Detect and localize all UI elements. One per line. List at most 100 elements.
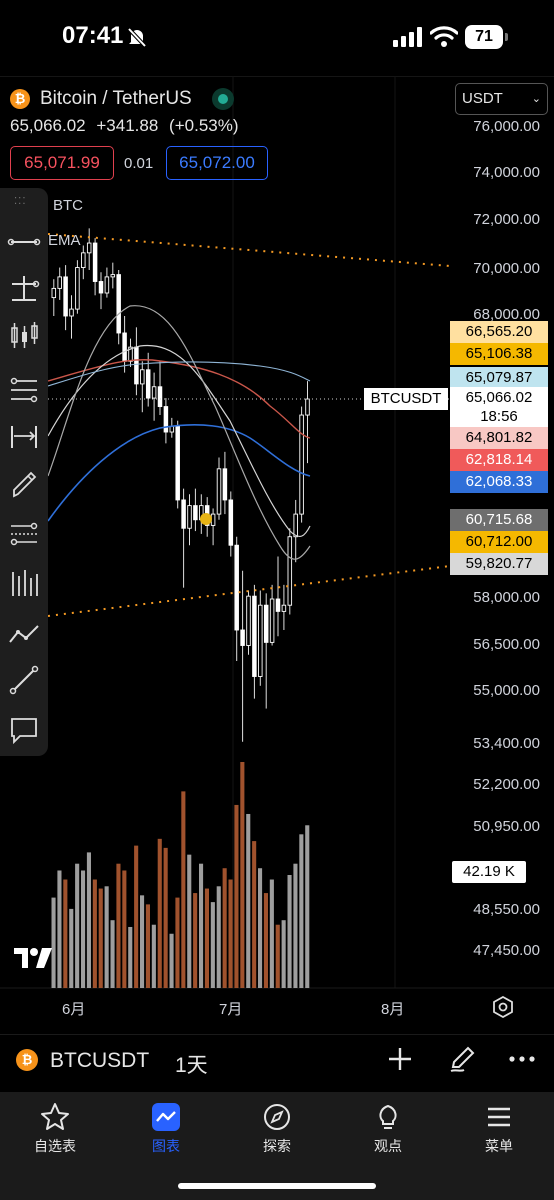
candle [116, 274, 121, 334]
price-axis-label: 56,500.00 [473, 636, 540, 653]
volume-bar [86, 852, 91, 988]
crosshair-tool-icon[interactable] [6, 224, 42, 260]
bell-muted-icon [127, 27, 147, 48]
volume-bar [287, 875, 292, 988]
nav-ideas[interactable]: 观点 [343, 1102, 433, 1156]
bitcoin-icon: ₿ [10, 89, 30, 109]
price-axis-label: 58,000.00 [473, 589, 540, 606]
time-axis-label: 8月 [381, 1001, 405, 1018]
volume-bar [169, 933, 174, 988]
symbol-title[interactable]: Bitcoin / TetherUS [40, 88, 192, 109]
more-icon[interactable] [508, 1045, 536, 1073]
last-price: 65,066.02 [10, 116, 86, 135]
price-axis-label: 74,000.00 [473, 164, 540, 181]
volume-bar [269, 879, 274, 988]
nav-chart[interactable]: 图表 [121, 1102, 211, 1156]
legend-symbol[interactable]: BTC [53, 197, 83, 214]
nav-menu[interactable]: 菜单 [454, 1102, 544, 1156]
measure-tool-icon[interactable] [6, 418, 42, 454]
volume-tag: 42.19 K [452, 861, 526, 883]
candle [263, 604, 269, 643]
comment-tool-icon[interactable] [6, 712, 42, 748]
candles-tool-icon[interactable] [6, 318, 42, 354]
candle [81, 252, 86, 269]
pattern-tool-icon[interactable] [6, 516, 42, 552]
volume-bar [240, 762, 245, 988]
volume-bar [234, 804, 239, 988]
time-axis-label: 6月 [62, 1001, 86, 1018]
add-icon[interactable] [386, 1045, 414, 1073]
volume-bar [81, 870, 86, 988]
last-price-tag: 65,066.02 [450, 387, 548, 409]
volume-bar [63, 879, 68, 988]
nav-explore[interactable]: 探索 [232, 1102, 322, 1156]
price-summary: 65,066.02 +341.88 (+0.53%) [10, 116, 245, 136]
volume-bar [98, 888, 103, 988]
volume-bar [69, 908, 74, 988]
path-tool-icon[interactable] [6, 616, 42, 652]
candle [92, 242, 98, 282]
tradingview-logo-icon [14, 948, 52, 968]
price-axis-label: 48,550.00 [473, 901, 540, 918]
price-axis-label: 53,400.00 [473, 735, 540, 752]
price-axis-label: 55,000.00 [473, 682, 540, 699]
time-axis-label: 7月 [219, 1001, 243, 1018]
volume-bar [140, 895, 145, 988]
star-icon [41, 1103, 69, 1130]
price-change-pct: (+0.53%) [169, 116, 239, 135]
volume-bar [157, 838, 162, 988]
chart-settings-icon[interactable] [492, 996, 514, 1018]
volume-bar [104, 886, 109, 988]
volume-profile-tool-icon[interactable] [6, 566, 42, 602]
drawing-toolbar: ⁚⁚⁚ [0, 188, 48, 756]
currency-select[interactable]: USDT ⌄ [455, 83, 548, 115]
nav-watchlist[interactable]: 自选表 [10, 1102, 100, 1156]
lightbulb-icon [379, 1104, 397, 1129]
candle [287, 536, 293, 606]
price-axis-label: 72,000.00 [473, 211, 540, 228]
volume-bar [222, 868, 227, 988]
price-chart[interactable] [0, 76, 554, 1088]
ema-red-line [47, 359, 311, 439]
volume-bar [163, 847, 168, 988]
volume-bar [263, 893, 268, 988]
symbol-header[interactable]: ₿ Bitcoin / TetherUS [10, 86, 234, 112]
symbol-button[interactable]: BTCUSDT [50, 1049, 150, 1072]
price-axis-label: 68,000.00 [473, 306, 540, 323]
price-axis-label: 50,950.00 [473, 818, 540, 835]
price-axis-label: 70,000.00 [473, 260, 540, 277]
fib-tool-icon[interactable] [6, 372, 42, 408]
volume-bar [199, 863, 204, 988]
drawing-pen-icon[interactable] [448, 1045, 476, 1073]
sell-button[interactable]: 65,071.99 [10, 146, 114, 180]
trendline-tool-icon[interactable] [6, 662, 42, 698]
volume-bar [275, 924, 280, 988]
chart-icon [152, 1103, 180, 1131]
buy-button[interactable]: 65,072.00 [166, 146, 268, 180]
candle [193, 505, 198, 521]
volume-bar [246, 813, 251, 988]
legend-indicator[interactable]: EMA [48, 232, 81, 249]
chart-area[interactable]: ₿ Bitcoin / TetherUS USDT ⌄ 65,066.02 +3… [0, 76, 554, 1088]
price-tag: 60,715.68 [450, 509, 548, 531]
candle [75, 267, 80, 310]
drag-handle-icon[interactable]: ⁚⁚⁚ [14, 196, 27, 207]
volume-bar [293, 863, 298, 988]
interval-button[interactable]: 1天 [175, 1054, 208, 1077]
candle [293, 513, 298, 538]
price-axis-label: 47,450.00 [473, 942, 540, 959]
volume-bar [210, 902, 215, 988]
volume-bar [181, 791, 186, 988]
nav-label: 观点 [374, 1138, 402, 1154]
horizontal-ray-tool-icon[interactable] [6, 270, 42, 306]
candle [128, 346, 133, 362]
price-tag: 65,106.38 [450, 343, 548, 365]
brush-tool-icon[interactable] [6, 466, 42, 502]
ma-light-line [47, 361, 311, 387]
nav-label: 菜单 [485, 1138, 513, 1154]
volume-bar [128, 926, 133, 988]
candle [258, 604, 263, 677]
candle [169, 425, 175, 433]
volume-bar [216, 886, 221, 988]
candle [299, 414, 304, 515]
